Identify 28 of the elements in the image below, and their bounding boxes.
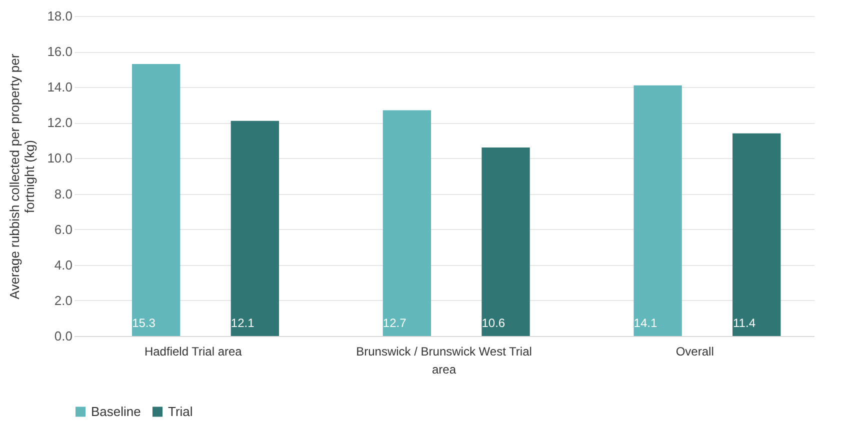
bar [482, 148, 530, 336]
y-tick-label: 14.0 [47, 80, 72, 95]
legend-label: Trial [168, 404, 193, 419]
data-label: 14.1 [634, 316, 658, 330]
x-tick-label: Hadfield Trial area [144, 344, 242, 358]
y-tick-label: 8.0 [54, 186, 72, 202]
data-label: 15.3 [132, 316, 156, 330]
data-label: 11.4 [733, 316, 756, 330]
data-label: 12.7 [382, 316, 407, 330]
y-tick-label: 12.0 [47, 115, 72, 130]
bar [634, 85, 682, 336]
y-tick-label: 18.0 [47, 8, 72, 24]
data-label: 12.1 [230, 316, 255, 330]
y-tick-label: 16.0 [47, 44, 72, 60]
y-tick-label: 0.0 [54, 328, 72, 344]
bar [732, 133, 781, 336]
y-tick-label: 10.0 [47, 150, 72, 166]
y-tick-label: 6.0 [54, 222, 72, 237]
x-tick-label: Brunswick / Brunswick West Trial area [356, 344, 532, 376]
legend-label: Baseline [91, 404, 141, 419]
x-tick-label: Overall [676, 344, 714, 358]
y-tick-label: 2.0 [54, 292, 72, 308]
bar [382, 110, 432, 336]
bar [132, 64, 180, 336]
y-axis-title: Average rubbish collected per property per fortnight (kg) [7, 53, 38, 300]
data-label: 10.6 [482, 316, 506, 330]
y-tick-label: 4.0 [54, 257, 72, 272]
bar [230, 120, 279, 336]
